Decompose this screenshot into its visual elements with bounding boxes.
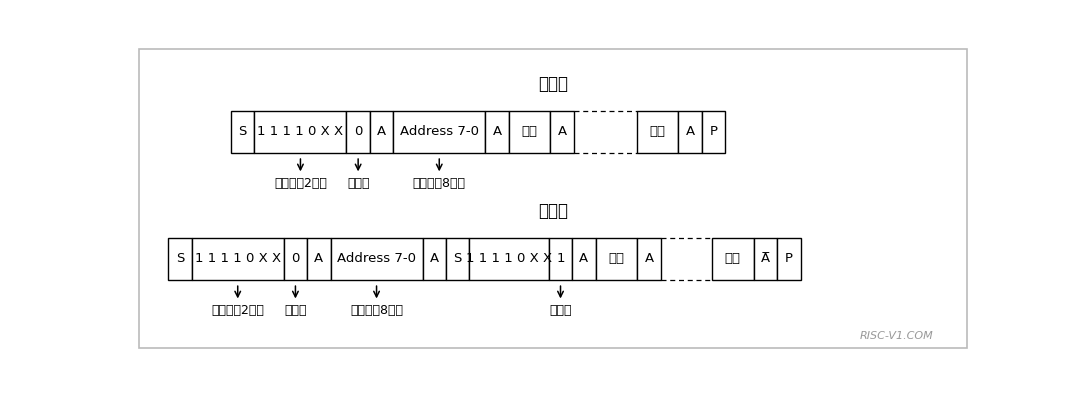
Bar: [596, 238, 638, 280]
Text: A: A: [492, 125, 502, 138]
Bar: [423, 238, 446, 280]
Text: （地址低8位）: （地址低8位）: [413, 177, 466, 190]
Bar: [753, 238, 777, 280]
Text: A: A: [558, 125, 566, 138]
Bar: [308, 238, 330, 280]
Text: A: A: [644, 252, 654, 266]
Bar: [446, 238, 469, 280]
Text: 接收器: 接收器: [538, 202, 568, 220]
Bar: [572, 238, 596, 280]
Text: Address 7-0: Address 7-0: [337, 252, 416, 266]
Text: （地址低8位）: （地址低8位）: [350, 304, 404, 318]
Text: （地址高2位）: （地址高2位）: [274, 177, 327, 190]
Text: A: A: [314, 252, 324, 266]
Text: （写）: （写）: [549, 304, 572, 318]
Text: A̅: A̅: [761, 252, 770, 266]
Text: （写）: （写）: [346, 177, 369, 190]
Text: 1 1 1 1 0 X X: 1 1 1 1 0 X X: [194, 252, 281, 266]
Bar: [550, 111, 574, 153]
Bar: [679, 111, 701, 153]
Text: S: S: [453, 252, 462, 266]
Text: 0: 0: [354, 125, 363, 138]
Text: A: A: [377, 125, 386, 138]
Bar: [508, 111, 550, 153]
Text: 1 1 1 1 0 X X: 1 1 1 1 0 X X: [258, 125, 343, 138]
Bar: [712, 238, 753, 280]
Text: （地址高2位）: （地址高2位）: [211, 304, 264, 318]
Bar: [469, 238, 549, 280]
Text: 发送器: 发送器: [538, 75, 568, 93]
Text: P: P: [784, 252, 793, 266]
Bar: [370, 111, 393, 153]
Text: 0: 0: [291, 252, 300, 266]
Bar: [393, 111, 486, 153]
Bar: [231, 111, 255, 153]
Text: A: A: [429, 252, 439, 266]
Text: S: S: [176, 252, 185, 266]
Text: 1: 1: [557, 252, 564, 266]
Text: 数据: 数据: [725, 252, 741, 266]
Text: S: S: [238, 125, 247, 138]
Bar: [168, 238, 192, 280]
Bar: [638, 238, 660, 280]
Text: P: P: [710, 125, 718, 138]
Text: （写）: （写）: [284, 304, 306, 318]
Text: A: A: [685, 125, 695, 138]
Bar: [777, 238, 801, 280]
Text: 数据: 数据: [521, 125, 537, 138]
Bar: [637, 111, 679, 153]
Bar: [701, 111, 725, 153]
Bar: [549, 238, 572, 280]
Text: RISC-V1.COM: RISC-V1.COM: [860, 331, 933, 341]
Bar: [192, 238, 284, 280]
Text: 数据: 数据: [650, 125, 666, 138]
Bar: [255, 111, 346, 153]
Bar: [284, 238, 308, 280]
Text: 数据: 数据: [609, 252, 625, 266]
Bar: [330, 238, 423, 280]
Text: A: A: [579, 252, 588, 266]
Bar: [486, 111, 508, 153]
Text: Address 7-0: Address 7-0: [399, 125, 479, 138]
Text: 1 1 1 1 0 X X: 1 1 1 1 0 X X: [466, 252, 552, 266]
Bar: [346, 111, 370, 153]
